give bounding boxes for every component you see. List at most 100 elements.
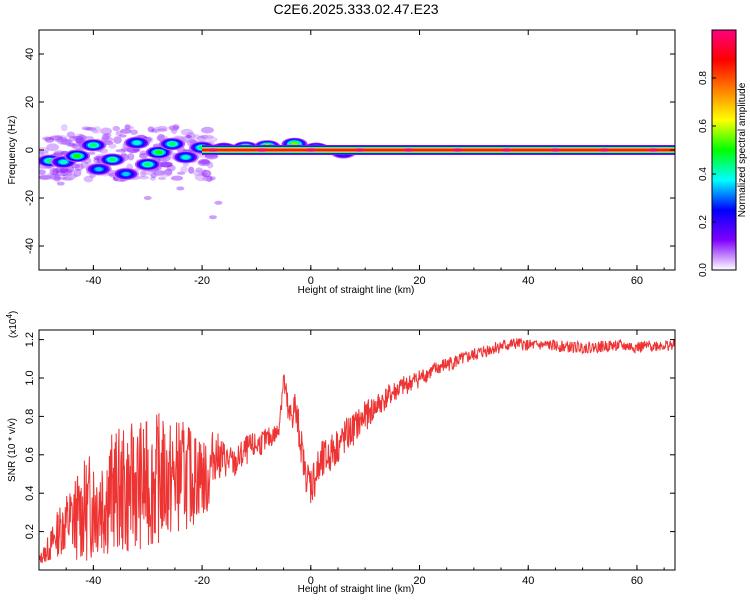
spectrogram-blob	[133, 140, 141, 145]
snr-scale-exponent: 4	[5, 314, 14, 319]
snr-x-tick-label: 0	[308, 575, 314, 587]
spectrogram-y-tick-label: -40	[24, 238, 36, 254]
spectrogram-x-tick-label: 60	[631, 275, 643, 287]
spectrogram-ridge-peak	[647, 148, 660, 152]
spectrogram-blob	[122, 171, 130, 177]
spectrogram-y-tick-label: 0	[24, 147, 36, 153]
spectrogram-haze-cell	[64, 169, 72, 174]
spectrogram-haze-cell	[115, 149, 127, 153]
snr-series-line	[39, 337, 675, 563]
spectrogram-haze-cell	[100, 136, 114, 143]
spectrogram-haze-cell	[206, 161, 214, 169]
spectrogram-haze-cell	[168, 125, 180, 131]
spectrogram-haze-cell	[194, 173, 208, 182]
colorbar-tick-label: 0.2	[698, 215, 709, 229]
spectrogram-haze-cell	[138, 152, 148, 159]
spectrogram-haze-cell	[78, 134, 87, 141]
spectrogram-y-tick-label: 40	[24, 48, 36, 60]
spectrogram-haze-cell	[49, 173, 58, 178]
spectrogram-ridge-peak	[402, 148, 415, 152]
colorbar-ramp	[711, 29, 737, 271]
spectrogram-haze-cell	[52, 168, 59, 176]
colorbar-tick-label: 0.0	[698, 263, 709, 277]
spectrogram-haze-cell	[185, 134, 192, 138]
spectrogram-haze-cell	[192, 169, 205, 177]
spectrogram-haze-cell	[60, 168, 74, 176]
spectrogram-haze-cell	[156, 125, 168, 131]
spectrogram-haze-cell	[92, 126, 102, 134]
spectrogram-ridge-peak	[549, 148, 562, 152]
colorbar-tick-label: 0.4	[698, 167, 709, 181]
snr-x-tick-label: 60	[631, 575, 643, 587]
spectrogram-haze-cell	[112, 126, 121, 132]
spectrogram-haze-cell	[49, 135, 63, 141]
spectrogram-ridge-peak	[451, 148, 464, 152]
snr-y-ticks: 0.2 0.4 0.6 0.8 1.0 1.2	[24, 332, 675, 539]
spectrogram-blob	[168, 141, 177, 147]
snr-y-tick-label: 0.8	[24, 409, 36, 424]
spectrogram-haze-cell	[202, 175, 212, 182]
colorbar: 0.0 0.2 0.4 0.6 0.8 Normalized spectral ampl…	[698, 29, 748, 277]
spectrogram-haze-cell	[159, 169, 173, 177]
spectrogram-haze-cell	[176, 171, 186, 175]
spectrogram-ridge-peak	[353, 148, 366, 152]
spectrogram-haze-cell	[39, 169, 46, 175]
spectrogram-haze-cell	[54, 134, 68, 140]
spectrogram-haze-cell	[188, 166, 195, 174]
spectrogram-haze-cell	[61, 124, 68, 132]
snr-y-tick-label: 1.2	[24, 332, 36, 347]
spectrogram-outlier	[208, 215, 217, 220]
spectrogram-haze-cell	[125, 125, 135, 130]
spectrogram-haze-cell	[147, 169, 162, 177]
spectrogram-haze-cell	[77, 134, 85, 139]
spectrogram-haze-cell	[172, 124, 180, 130]
spectrogram-haze-cell	[62, 172, 77, 181]
spectrogram-haze-cell	[149, 176, 156, 181]
spectrogram-blob	[94, 167, 103, 172]
snr-x-tick-label: 40	[522, 575, 534, 587]
spectrogram-panel: -40 -20 0 20 40 60 -40 -20 0 20 40 Height of stra…	[7, 29, 676, 296]
spectrogram-blob	[73, 153, 81, 159]
snr-x-ticks: -40 -20 0 20 40 60	[38, 330, 665, 587]
spectrogram-blob	[59, 159, 68, 165]
spectrogram-haze-cell	[90, 128, 99, 133]
colorbar-label: Normalized spectral amplitude	[737, 82, 748, 217]
spectrogram-content	[39, 124, 675, 220]
spectrogram-x-tick-label: 40	[522, 275, 534, 287]
spectrogram-haze-cell	[181, 135, 192, 144]
snr-y-axis-label: SNR (10 * v/v)	[7, 418, 18, 482]
spectrogram-blob	[154, 150, 163, 155]
spectrogram-haze-cell	[83, 127, 96, 131]
spectrogram-haze-cell	[200, 159, 210, 165]
spectrogram-x-tick-label: -40	[85, 275, 101, 287]
spectrogram-haze-cell	[164, 168, 173, 176]
spectrogram-blob	[181, 155, 190, 160]
spectrogram-haze-cell	[139, 169, 147, 178]
spectrogram-ridge-peak	[598, 148, 611, 152]
spectrogram-haze-cell	[54, 139, 68, 143]
spectrogram-haze-cell	[157, 128, 168, 132]
spectrogram-x-axis-label: Height of straight line (km)	[298, 285, 415, 296]
spectrogram-haze-cell	[209, 176, 216, 181]
snr-scale-base: (x10	[8, 318, 19, 338]
spectrogram-haze-cell	[81, 126, 92, 131]
spectrogram-haze-cell	[55, 169, 69, 177]
spectrogram-haze-cell	[120, 128, 132, 134]
spectrogram-haze-cell	[151, 128, 158, 133]
spectrogram-ridge-peak	[255, 148, 268, 152]
colorbar-tick-label: 0.6	[698, 119, 709, 133]
spectrogram-haze-cell	[147, 126, 155, 133]
spectrogram-haze-cell	[65, 139, 74, 147]
spectrogram-haze-cell	[104, 132, 112, 138]
spectrogram-ridge-peak	[206, 148, 219, 152]
spectrogram-haze-cell	[197, 159, 211, 167]
spectrogram-y-tick-label: 20	[24, 96, 36, 108]
spectrogram-haze-cell	[67, 143, 76, 147]
spectrogram-haze-cell	[46, 143, 60, 152]
spectrogram-haze-cell	[75, 136, 84, 144]
spectrogram-outlier	[56, 181, 65, 186]
spectrogram-haze-cell	[186, 132, 196, 140]
snr-y-tick-label: 0.4	[24, 486, 36, 501]
spectrogram-haze-cell	[69, 135, 81, 142]
snr-y-tick-label: 0.2	[24, 524, 36, 539]
